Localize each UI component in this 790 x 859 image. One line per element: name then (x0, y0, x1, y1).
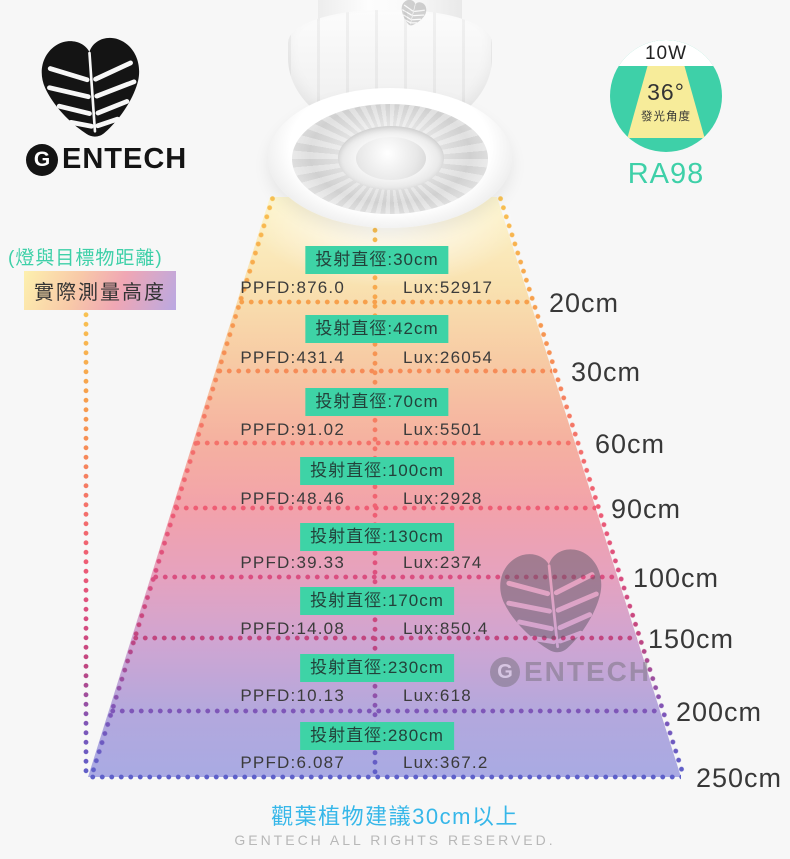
diameter-badge: 投射直徑:100cm (300, 457, 454, 485)
watermark-wordmark-rest: ENTECH (524, 656, 652, 687)
lux-value: Lux:2928 (403, 489, 483, 508)
watermark-monstera-leaf-icon (492, 542, 614, 664)
watermark-wordmark: G ENTECH (490, 656, 651, 688)
boundary-line-100cm (151, 574, 618, 580)
spec-badge: 10W 36° 發光角度 (610, 40, 722, 152)
beam-angle-cone-icon: 36° 發光角度 (627, 66, 705, 138)
diameter-badge: 投射直徑:170cm (300, 587, 454, 615)
boundary-line-250cm (88, 774, 681, 780)
bulb-brand-mark-icon (396, 0, 430, 30)
measure-height-chip: 實際測量高度 (24, 271, 176, 310)
bulb-lens (356, 137, 426, 180)
distance-note-label: (燈與目標物距離) (8, 248, 163, 269)
boundary-line-200cm (108, 708, 660, 714)
lux-value: Lux:850.4 (403, 619, 489, 638)
distance-label-90cm: 90cm (611, 494, 682, 524)
cri-label: RA98 (627, 158, 705, 190)
diameter-badge: 投射直徑:70cm (305, 388, 449, 416)
power-label: 10W (610, 40, 722, 66)
ppfd-value: PPFD:6.087 (240, 753, 345, 772)
brand-wordmark-rest: ENTECH (62, 143, 188, 175)
boundary-line-150cm (131, 635, 637, 641)
boundary-line-90cm (172, 505, 596, 511)
distance-label-30cm: 30cm (571, 357, 642, 387)
height-measure-line (83, 310, 89, 777)
ppfd-value: PPFD:48.46 (240, 489, 345, 508)
boundary-line-20cm (237, 299, 530, 305)
ppfd-value: PPFD:14.08 (240, 619, 345, 638)
watermark-g-icon: G (490, 657, 520, 687)
distance-label-20cm: 20cm (549, 288, 620, 318)
bulb-reflector (292, 104, 488, 214)
diameter-badge: 投射直徑:230cm (300, 654, 454, 682)
lux-value: Lux:52917 (403, 278, 494, 297)
ppfd-value: PPFD:39.33 (240, 553, 345, 572)
lux-value: Lux:2374 (403, 553, 483, 572)
distance-label-250cm: 250cm (696, 763, 783, 793)
ppfd-value: PPFD:91.02 (240, 420, 345, 439)
diameter-badge: 投射直徑:30cm (305, 246, 449, 274)
diameter-badge: 投射直徑:130cm (300, 523, 454, 551)
distance-label-150cm: 150cm (648, 624, 735, 654)
lux-value: Lux:618 (403, 686, 472, 705)
ppfd-value: PPFD:876.0 (240, 278, 345, 297)
boundary-line-60cm (193, 440, 575, 446)
diameter-badge: 投射直徑:280cm (300, 722, 454, 750)
lux-value: Lux:367.2 (403, 753, 489, 772)
boundary-line-30cm (215, 368, 552, 374)
beam-angle-caption: 發光角度 (641, 111, 691, 123)
rights-reserved-text: GENTECH ALL RIGHTS RESERVED. (234, 832, 556, 848)
brand-g-icon: G (26, 143, 58, 176)
distance-label-60cm: 60cm (595, 429, 666, 459)
distance-label-100cm: 100cm (633, 563, 720, 593)
beam-angle-value: 36° (647, 79, 685, 105)
lux-value: Lux:26054 (403, 348, 494, 367)
ppfd-value: PPFD:431.4 (240, 348, 345, 367)
brand-wordmark: G ENTECH (26, 143, 187, 176)
lux-value: Lux:5501 (403, 420, 483, 439)
monstera-leaf-logo-icon (35, 32, 149, 146)
distance-label-200cm: 200cm (676, 697, 763, 727)
plant-advice-text: 觀葉植物建議30cm以上 (271, 804, 519, 829)
ppfd-value: PPFD:10.13 (240, 686, 345, 705)
diameter-badge: 投射直徑:42cm (305, 315, 449, 343)
center-axis-line (372, 216, 378, 777)
